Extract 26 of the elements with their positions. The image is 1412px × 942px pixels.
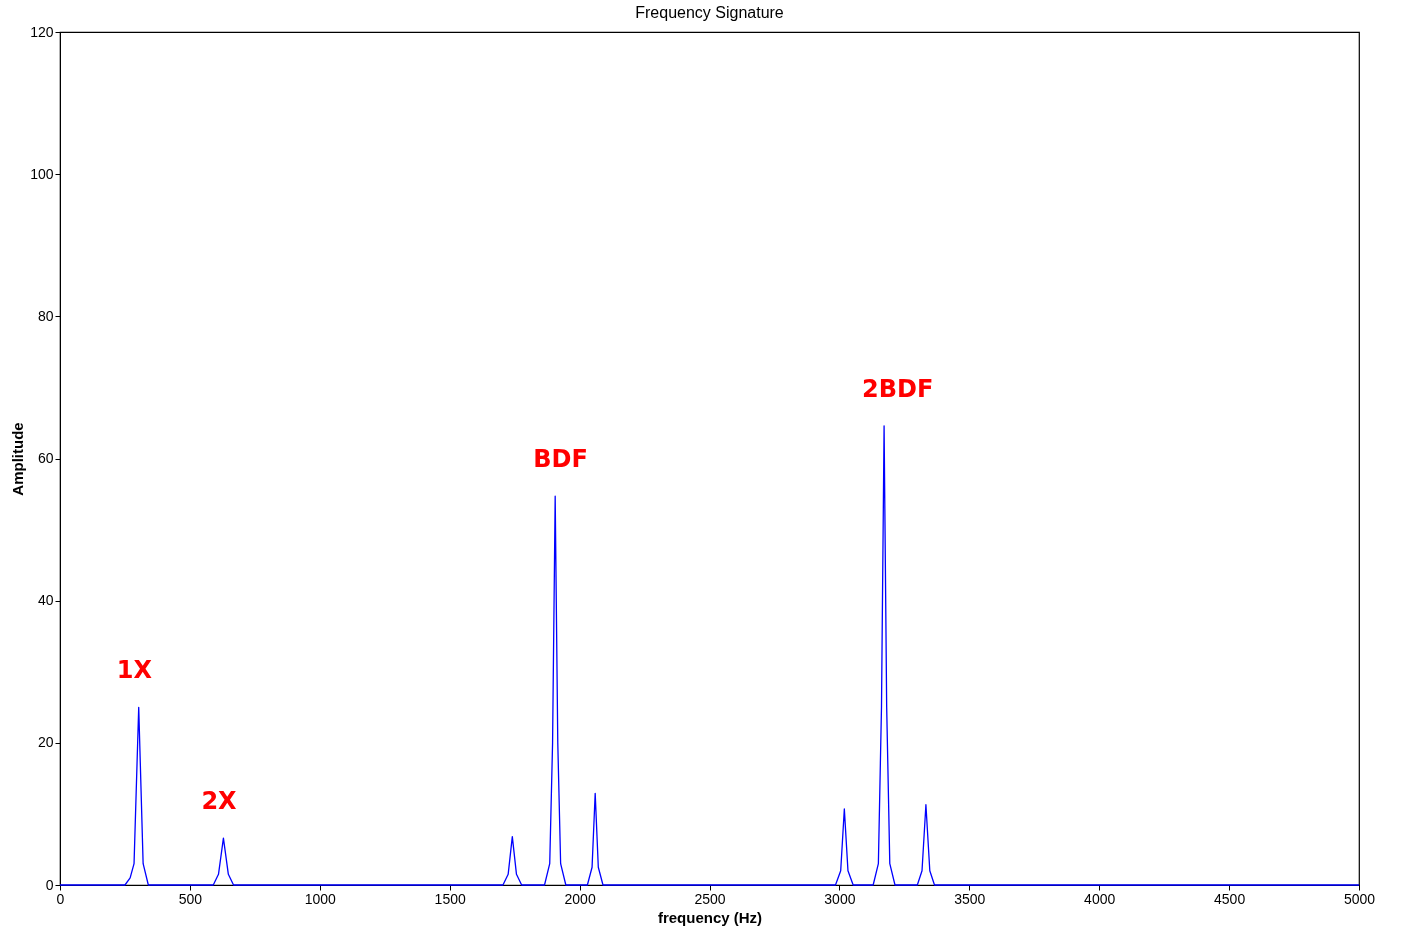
x-tick-label: 1000 (304, 890, 337, 907)
chart-title: Frequency Signature (635, 4, 784, 21)
line-series (59, 425, 1360, 886)
y-tick-label: 0 (45, 876, 54, 893)
x-tick-label: 0 (56, 890, 65, 907)
y-tick-label: 120 (30, 23, 54, 40)
y-tick-label: 40 (37, 592, 54, 609)
y-tick-label: 80 (37, 307, 54, 324)
x-tick-label: 3000 (824, 890, 856, 907)
annotation: 2BDF (862, 374, 934, 403)
x-tick-label: 3500 (954, 890, 986, 907)
x-tick-label: 4500 (1214, 890, 1246, 907)
annotation: BDF (533, 445, 588, 474)
x-axis-title: frequency (Hz) (657, 908, 763, 926)
x-tick-label: 4000 (1084, 890, 1116, 907)
x-tick-label: 5000 (1343, 890, 1376, 907)
annotation: 1X (116, 656, 153, 685)
y-tick-label: 20 (37, 734, 54, 751)
x-tick-label: 2500 (694, 890, 726, 907)
x-tick-label: 1500 (434, 890, 466, 907)
y-axis-title: Amplitude (9, 422, 27, 496)
x-tick-label: 500 (178, 890, 203, 907)
annotation: 2X (201, 787, 238, 816)
y-tick-label: 100 (30, 165, 54, 182)
x-tick-label: 2000 (564, 890, 596, 907)
y-tick-label: 60 (37, 450, 54, 466)
